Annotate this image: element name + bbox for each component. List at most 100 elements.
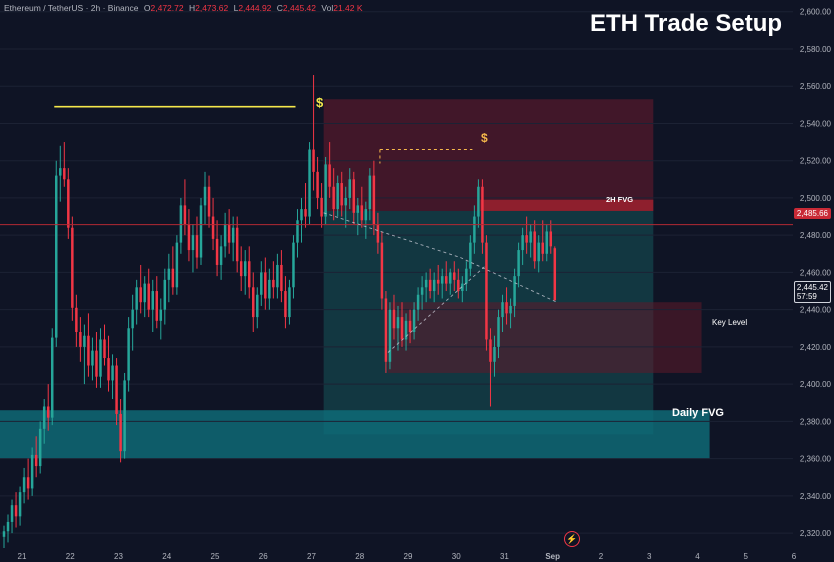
candle-body [123,380,126,452]
high-label: H [188,3,196,13]
volume-value: 21.42 K [333,3,363,13]
flash-icon[interactable]: ⚡ [564,531,580,547]
candle-body [147,283,150,310]
volume-label: Vol [321,3,334,13]
candle-body [505,302,508,314]
x-tick-label: 25 [211,552,220,561]
x-tick-label: 6 [792,552,797,561]
zones-layer [0,99,710,459]
candle-body [328,164,331,187]
candle-body [171,268,175,288]
candle-body [223,224,227,247]
candle-body [111,365,114,381]
candle-body [42,406,46,429]
candle-body [461,283,464,292]
candle-body [280,264,283,292]
y-tick-label: 2,420.00 [800,343,832,352]
candle-body [260,272,263,295]
candle-body [545,231,548,254]
candle-body [408,320,412,332]
y-tick-label: 2,520.00 [800,157,832,166]
y-tick-label: 2,400.00 [800,380,832,389]
candle-body [428,279,432,292]
candle-body [87,335,90,366]
candle-body [501,302,504,318]
candle-body [380,242,384,299]
candle-body [481,186,484,243]
candle-body [396,317,400,329]
candle-body [549,231,553,247]
candle-body [360,205,364,221]
candle-body [79,332,82,347]
candle-body [95,350,98,377]
candle-body [195,235,199,258]
candle-body [175,242,179,288]
candle-body [453,272,456,280]
candle-body [59,168,62,176]
daily-fvg-label: Daily FVG [672,407,724,419]
candle-body [264,272,267,299]
zone-daily-fvg [0,410,710,459]
x-tick-label: 3 [647,552,652,561]
low-label: L [233,3,239,13]
candle-body [272,279,275,288]
candle-body [537,242,540,262]
zone-key-level [387,302,702,373]
candle-body [50,337,54,418]
candle-body [352,179,356,213]
candle-body [497,317,500,347]
candle-body [477,186,480,217]
candle-body [55,175,58,338]
candle-body [2,531,6,537]
symbol-name[interactable]: Ethereum / TetherUS · 2h · Binance [4,3,139,13]
candle-body [308,149,311,217]
candle-body [107,358,110,381]
candle-body [324,164,327,217]
low-value: 2,444.92 [238,3,272,13]
candle-body [292,242,295,288]
candle-body [10,505,14,522]
candle-body [412,309,416,332]
candle-body [46,406,50,418]
candle-body [296,220,299,243]
x-tick-label: 26 [259,552,268,561]
x-tick-label: 28 [355,552,364,561]
candle-body [529,231,532,243]
candle-body [247,261,251,288]
candle-body [135,287,138,310]
candle-body [300,209,303,221]
candle-body [444,276,448,284]
candle-body [167,268,171,280]
candle-body [457,279,460,292]
candle-body [312,149,315,172]
candle-body [449,272,452,284]
x-tick-label: 23 [114,552,123,561]
open-value: 2,472.72 [150,3,184,13]
y-tick-label: 2,320.00 [800,529,832,538]
candle-body [368,175,372,210]
open-label: O [143,3,151,13]
candle-body [541,242,544,254]
candle-body [239,261,243,277]
candle-body [420,287,424,295]
candle-body [316,171,319,198]
x-tick-label: 29 [404,552,413,561]
candle-body [432,279,436,292]
candle-body [404,320,408,340]
candle-body [227,224,231,243]
candle-body [14,505,18,517]
candle-body [34,454,38,467]
candle-body [252,287,255,318]
candle-body [284,291,287,318]
candle-body [103,339,106,359]
symbol-legend[interactable]: Ethereum / TetherUS · 2h · Binance O2,47… [4,3,363,15]
candle-body [356,205,360,213]
candle-body [63,168,66,180]
candle-body [203,186,207,206]
x-tick-label: 22 [66,552,75,561]
candle-body [469,242,472,269]
drawings-layer [0,105,793,353]
candle-body [243,261,247,277]
candle-body [513,276,516,306]
